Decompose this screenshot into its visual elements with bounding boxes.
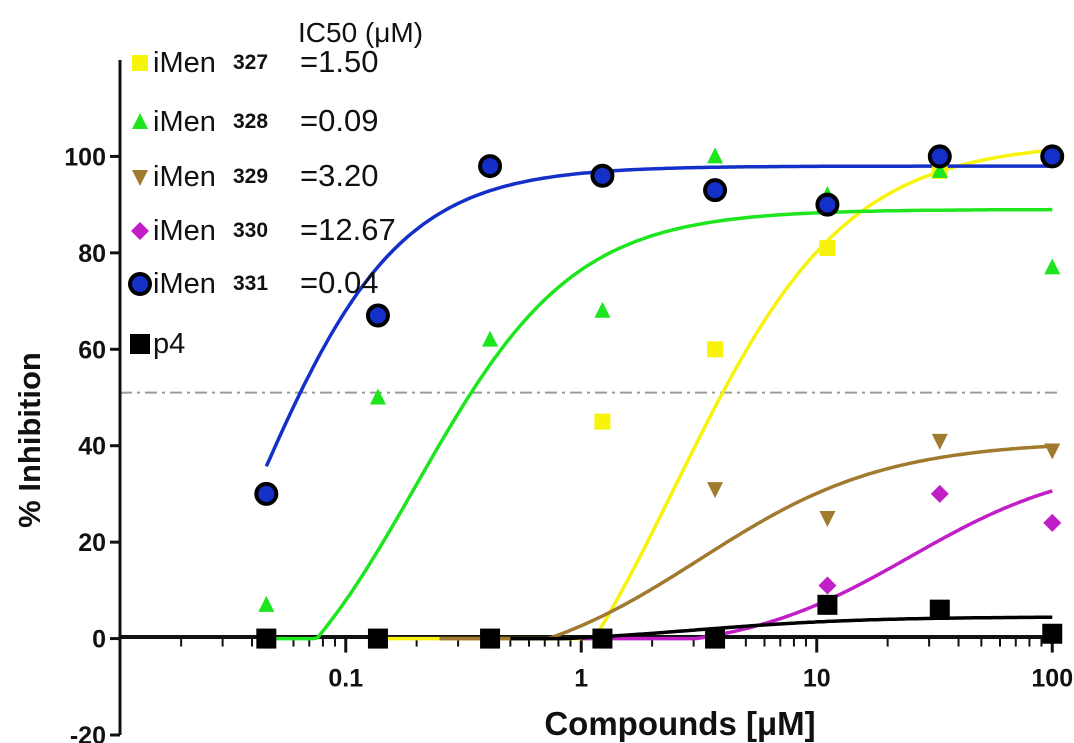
data-point bbox=[1040, 144, 1065, 169]
x-tick-label: 1 bbox=[574, 665, 588, 693]
data-point bbox=[594, 301, 611, 318]
legend-ic50-value: =3.20 bbox=[300, 158, 378, 193]
fit-curve bbox=[439, 444, 1053, 641]
data-point bbox=[707, 482, 724, 499]
fit-curve bbox=[266, 207, 1053, 641]
legend-ic50-value: =0.09 bbox=[300, 103, 378, 138]
x-axis-title: Compounds [μM] bbox=[544, 705, 815, 742]
tick-labels: -20 0 20 40 60 80 100 0.1 1 10 100 bbox=[64, 143, 1073, 743]
data-point bbox=[365, 303, 390, 328]
legend-series-id: 329 bbox=[233, 165, 268, 188]
fit-curve bbox=[581, 489, 1053, 641]
data-point bbox=[1044, 258, 1061, 275]
data-point bbox=[480, 628, 501, 649]
data-point bbox=[815, 192, 840, 217]
x-tick-label: 10 bbox=[803, 665, 831, 693]
data-point bbox=[482, 330, 499, 347]
y-tick-label: -20 bbox=[70, 722, 106, 743]
legend-title: IC50 (μM) bbox=[298, 17, 423, 48]
legend-series-name: iMen bbox=[153, 47, 216, 79]
legend-series-id: 328 bbox=[233, 110, 268, 133]
data-points bbox=[254, 144, 1065, 649]
data-point bbox=[927, 144, 952, 169]
y-tick-label: 100 bbox=[64, 143, 106, 171]
legend-ic50-value: =12.67 bbox=[300, 212, 396, 247]
data-point bbox=[707, 147, 724, 164]
data-point bbox=[819, 240, 836, 257]
data-point bbox=[930, 484, 949, 503]
data-point bbox=[819, 511, 836, 528]
data-point bbox=[1042, 623, 1063, 644]
legend-series-name: p4 bbox=[153, 328, 185, 360]
legend: IC50 (μM) iMen 327 =1.50 iMen 328 =0.09 iMen 32… bbox=[128, 17, 423, 360]
data-point bbox=[707, 341, 724, 358]
y-tick-label: 60 bbox=[78, 336, 106, 364]
legend-marker bbox=[132, 113, 148, 129]
data-point bbox=[818, 576, 837, 595]
data-point bbox=[254, 481, 279, 506]
data-point bbox=[256, 628, 277, 649]
legend-marker bbox=[130, 334, 150, 354]
legend-marker bbox=[131, 222, 149, 240]
x-tick-label: 0.1 bbox=[328, 665, 363, 693]
legend-series-id: 327 bbox=[233, 51, 268, 74]
y-tick-label: 0 bbox=[92, 626, 106, 654]
legend-series-name: iMen bbox=[153, 268, 216, 300]
legend-series-id: 331 bbox=[233, 272, 268, 295]
data-point bbox=[705, 628, 726, 649]
legend-marker bbox=[132, 55, 148, 71]
y-axis-title: % Inhibition bbox=[12, 352, 47, 528]
data-point bbox=[929, 599, 950, 620]
data-point bbox=[592, 628, 613, 649]
data-point bbox=[258, 595, 275, 612]
data-point bbox=[594, 413, 611, 430]
legend-series-name: iMen bbox=[153, 106, 216, 138]
data-point bbox=[1044, 443, 1061, 460]
data-point bbox=[817, 594, 838, 615]
data-point bbox=[931, 161, 948, 178]
legend-ic50-value: =0.04 bbox=[300, 265, 378, 300]
y-tick-label: 40 bbox=[78, 433, 106, 461]
x-tick-label: 100 bbox=[1031, 665, 1073, 693]
legend-series-name: iMen bbox=[153, 161, 216, 193]
data-point bbox=[478, 154, 503, 179]
legend-series-name: iMen bbox=[153, 215, 216, 247]
data-point bbox=[1043, 513, 1062, 532]
data-point bbox=[369, 388, 386, 405]
axes bbox=[110, 60, 1062, 737]
y-tick-label: 20 bbox=[78, 529, 106, 557]
data-point bbox=[367, 628, 388, 649]
legend-ic50-value: =1.50 bbox=[300, 44, 378, 79]
data-point bbox=[590, 163, 615, 188]
data-point bbox=[931, 433, 948, 450]
legend-marker bbox=[132, 170, 148, 186]
legend-marker bbox=[128, 272, 152, 296]
legend-series-id: 330 bbox=[233, 219, 268, 242]
y-tick-label: 80 bbox=[78, 240, 106, 268]
fit-curve bbox=[264, 164, 1053, 468]
data-point bbox=[703, 178, 728, 203]
